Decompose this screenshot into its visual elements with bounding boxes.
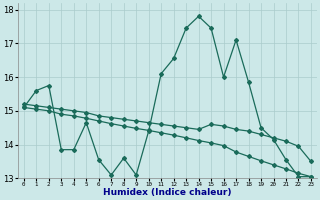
X-axis label: Humidex (Indice chaleur): Humidex (Indice chaleur) xyxy=(103,188,232,197)
